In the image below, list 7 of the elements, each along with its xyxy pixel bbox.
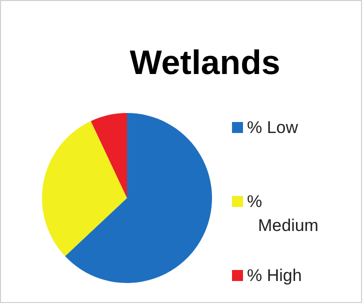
legend-label: % Medium <box>247 192 318 235</box>
legend-label: % Low <box>247 118 299 137</box>
pie-slice <box>90 113 127 198</box>
legend-label: % High <box>247 266 302 285</box>
pie-slice <box>65 113 212 283</box>
pie-slice <box>42 121 127 256</box>
chart-title: Wetlands <box>130 44 280 82</box>
